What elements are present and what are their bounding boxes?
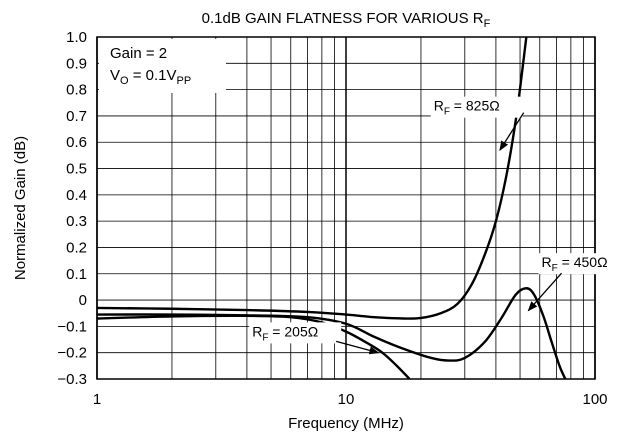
annotation-bg [538,253,620,275]
y-tick-label: 1.0 [66,29,87,46]
annotation-bg [430,96,523,118]
y-tick-label: 0 [79,292,87,309]
conditions-box: Gain = 2 VO = 0.1VPP [99,39,226,93]
y-tick-label: 0.2 [66,239,87,256]
annotation-label: RF = 450Ω [542,254,608,274]
y-tick-label: 0.4 [66,187,87,204]
y-tick-label: 0.6 [66,134,87,151]
tick-labels: 1.0 0.9 0.8 0.7 0.6 0.5 0.4 0.3 0.2 0.1 0 −0.1 −0.2 −… [57,29,607,408]
y-axis-label: Normalized Gain (dB) [12,136,29,280]
series-annotations: RF = 825Ω RF = 450Ω RF = 205Ω [249,96,620,355]
annotation-arrow [499,112,525,151]
series-line [97,37,528,320]
y-tick-label: 0.7 [66,108,87,125]
annotation-arrow [527,272,563,312]
y-tick-label: 0.9 [66,55,87,72]
x-tick-label: 10 [338,391,355,408]
y-tick-label: 0.1 [66,266,87,283]
annotation-arrow [336,340,380,355]
annotation-label: RF = 205Ω [252,323,318,343]
series-line [97,287,567,379]
y-tick-label: −0.3 [57,371,87,388]
x-tick-label: 100 [582,391,607,408]
plot-frame [96,36,596,380]
y-tick-label: 0.3 [66,213,87,230]
annotation-label: RF = 825Ω [434,98,500,118]
gain-label: Gain = 2 [110,45,167,62]
chart-title: 0.1dB GAIN FLATNESS FOR VARIOUS RF [202,10,491,30]
y-tick-label: 0.8 [66,82,87,99]
x-axis-label: Frequency (MHz) [288,415,404,432]
y-tick-label: −0.2 [57,345,87,362]
vo-label: VO = 0.1VPP [110,67,191,87]
y-tick-label: 0.5 [66,161,87,178]
y-tick-label: −0.1 [57,318,87,335]
conditions-box-bg [99,39,226,93]
x-tick-label: 1 [93,391,101,408]
annotation-bg [249,322,342,344]
